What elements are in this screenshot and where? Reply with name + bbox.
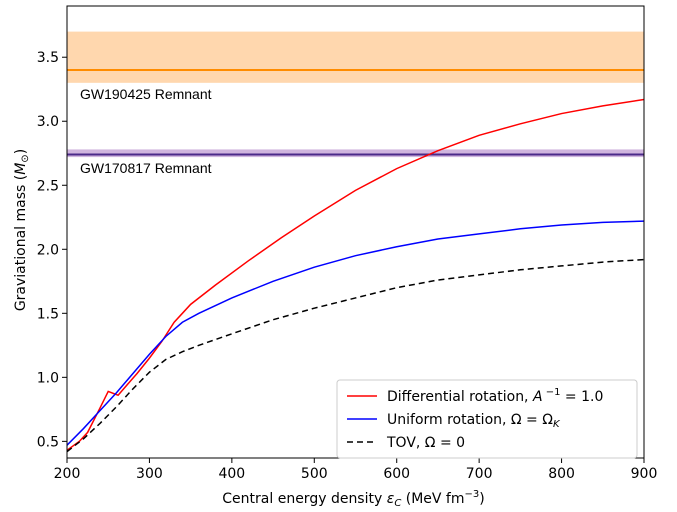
series-lines [67, 98, 644, 453]
remnant-bands [67, 31, 644, 158]
x-tick-label: 200 [54, 466, 81, 482]
y-tick-label: 1.5 [37, 306, 59, 322]
band-fill-0 [67, 31, 644, 83]
x-tick-label: 600 [383, 466, 410, 482]
legend-label-1: Uniform rotation, Ω = ΩK [387, 412, 561, 430]
x-tick-label: 700 [466, 466, 493, 482]
y-tick-label: 3.0 [37, 114, 59, 130]
legend-box [336, 379, 638, 459]
x-tick-label: 300 [136, 466, 163, 482]
band-label-0: GW190425 Remnant [80, 86, 212, 102]
band-fill-1 [67, 149, 644, 158]
x-tick-label: 800 [548, 466, 575, 482]
band-label-1: GW170817 Remnant [80, 160, 212, 176]
y-tick-label: 2.5 [37, 178, 59, 194]
series-line-1 [67, 220, 644, 446]
legend: Differential rotation, A −1 = 1.0 Uniform… [336, 379, 638, 459]
legend-label-0: Differential rotation, A −1 = 1.0 [387, 387, 603, 405]
y-axis-label: Graviational mass (M⊙) [13, 149, 31, 311]
x-tick-label: 900 [631, 466, 658, 482]
axes: 200 300 400 500 600 700 800 900 0.5 1.0 1.5 2.0 2.5 3… [13, 5, 658, 509]
series-line-0 [67, 98, 644, 451]
series-line-2 [67, 258, 644, 453]
y-tick-label: 3.5 [37, 50, 59, 66]
x-tick-label: 500 [301, 466, 328, 482]
annotations: GW190425 Remnant GW170817 Remnant [80, 86, 212, 176]
x-axis-label: Central energy density εC (MeV fm−3) [222, 489, 484, 509]
y-tick-label: 2.0 [37, 242, 59, 258]
legend-label-2: TOV, Ω = 0 [386, 435, 465, 451]
y-tick-label: 0.5 [37, 434, 59, 450]
y-tick-label: 1.0 [37, 370, 59, 386]
x-tick-label: 400 [218, 466, 245, 482]
